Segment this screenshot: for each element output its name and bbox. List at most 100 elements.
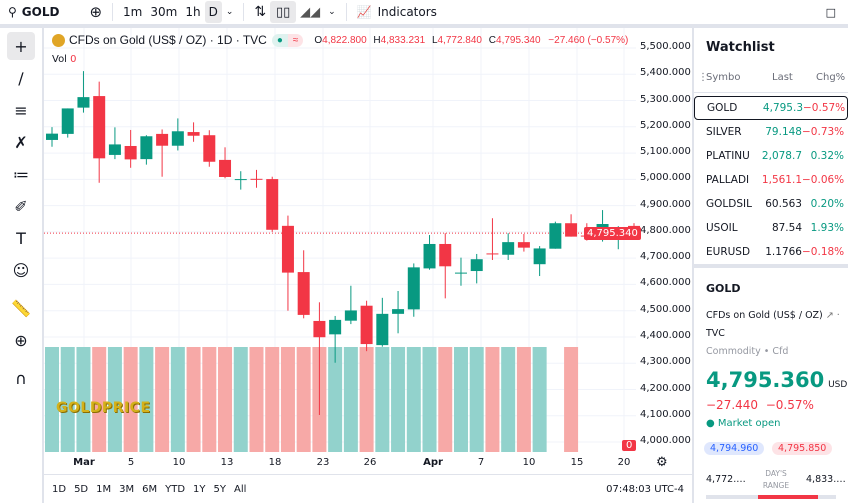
fib-retracement-icon[interactable]: ≡ — [14, 100, 28, 120]
interval-d[interactable]: D — [204, 1, 222, 23]
candle[interactable] — [219, 147, 232, 179]
watchlist-row[interactable]: PALLADI 1,561.1 −0.06% — [694, 168, 848, 192]
candle[interactable] — [266, 176, 279, 232]
candle[interactable] — [392, 290, 405, 334]
emoji-icon[interactable]: ☺ — [12, 260, 30, 280]
col-chg[interactable]: Chg% — [816, 72, 846, 83]
candle[interactable] — [46, 127, 58, 147]
indicators-icon: 📈 — [356, 5, 372, 19]
range-1m[interactable]: 1M — [96, 484, 112, 495]
volume-bar — [45, 347, 59, 452]
candle[interactable] — [502, 233, 515, 260]
drag-handle-icon[interactable]: ⋮ — [698, 72, 708, 83]
magnet-icon[interactable]: ∩ — [15, 368, 27, 388]
candle[interactable] — [234, 171, 247, 190]
area-chart-icon[interactable]: ◢◢ — [300, 4, 321, 20]
watchlist-row[interactable]: EURUSD 1.1766 −0.18% — [694, 240, 848, 264]
candlestick-chart[interactable] — [44, 28, 692, 452]
candle[interactable] — [329, 315, 342, 363]
candle[interactable] — [156, 129, 169, 177]
range-ytd[interactable]: YTD — [165, 484, 186, 495]
gold-logo-icon — [52, 33, 65, 47]
candle[interactable] — [454, 257, 467, 286]
candle[interactable] — [517, 233, 530, 252]
candle[interactable] — [108, 127, 121, 160]
watchlist-row[interactable]: SILVER 79.148 −0.73% — [694, 120, 848, 144]
time-axis[interactable]: ⚙ Mar 5 10 13 18 23 26 Apr 7 10 15 20 — [44, 452, 692, 475]
range-6m[interactable]: 6M — [142, 484, 158, 495]
range-1y[interactable]: 1Y — [193, 484, 206, 495]
ruler-icon[interactable]: 📏 — [11, 298, 31, 318]
volume-bar — [296, 347, 311, 452]
candle[interactable] — [187, 122, 200, 142]
crosshair-icon[interactable]: + — [7, 32, 35, 60]
candle[interactable] — [61, 108, 74, 138]
range-1d[interactable]: 1D — [52, 484, 67, 495]
interval-30m[interactable]: 30m — [150, 5, 178, 19]
candle[interactable] — [313, 302, 326, 415]
zoom-in-icon[interactable]: ⊕ — [14, 330, 28, 350]
current-price-label: 4,795.340 — [584, 227, 641, 240]
candle[interactable] — [486, 218, 499, 260]
chart-pane[interactable]: CFDs on Gold (US$ / OZ) · 1D · TVC ● ≈ O4… — [44, 28, 692, 503]
interval-1m[interactable]: 1m — [123, 5, 143, 19]
range-5d[interactable]: 5D — [74, 484, 89, 495]
market-status-pill[interactable]: ● ≈ — [271, 33, 304, 47]
interval-1h[interactable]: 1h — [185, 5, 201, 19]
candle[interactable] — [250, 169, 263, 188]
candle[interactable] — [140, 135, 153, 165]
forecast-icon[interactable]: ≔ — [13, 164, 29, 184]
watchlist-row[interactable]: GOLDSIL 60.563 0.20% — [694, 192, 848, 216]
candle[interactable] — [77, 71, 90, 113]
detail-currency: USD — [828, 380, 848, 390]
settings-gear-icon[interactable]: ⚙ — [656, 455, 668, 470]
pattern-icon[interactable]: ✗ — [14, 132, 28, 152]
volume-axis-label: 0 — [622, 440, 637, 451]
indicators-label: Indicators — [377, 5, 437, 19]
candle[interactable] — [376, 297, 389, 347]
indicators-button[interactable]: 📈 Indicators — [353, 1, 441, 23]
text-icon[interactable]: T — [16, 228, 26, 248]
candle[interactable] — [281, 215, 294, 311]
bars-icon[interactable]: ⇅ — [254, 4, 267, 20]
candle[interactable] — [360, 300, 373, 352]
candle[interactable] — [171, 118, 184, 151]
candles-icon[interactable]: ▯▯ — [270, 1, 297, 23]
candle[interactable] — [203, 130, 216, 167]
watchlist-row[interactable]: PLATINU 2,078.7 0.32% — [694, 144, 848, 168]
range-all[interactable]: All — [234, 484, 247, 495]
range-3m[interactable]: 3M — [119, 484, 135, 495]
candle-body — [108, 144, 121, 155]
price-axis[interactable] — [636, 28, 692, 452]
candle[interactable] — [470, 253, 483, 284]
candle[interactable] — [423, 235, 436, 270]
time-tick: 13 — [220, 457, 234, 468]
candle[interactable] — [407, 263, 420, 317]
candle[interactable] — [549, 221, 562, 249]
volume-bar — [233, 347, 248, 452]
time-tick: Mar — [73, 457, 95, 468]
candle[interactable] — [344, 285, 357, 325]
watchlist-row[interactable]: GOLD 4,795.3 −0.57% — [694, 96, 848, 120]
brush-icon[interactable]: ✐ — [14, 196, 28, 216]
time-tick: 5 — [127, 457, 135, 468]
range-5y[interactable]: 5Y — [213, 484, 227, 495]
candle[interactable] — [533, 246, 546, 277]
fullscreen-icon[interactable]: □ — [825, 5, 836, 19]
external-link-icon[interactable]: ↗ — [825, 310, 834, 321]
watchlist-row[interactable]: USOIL 87.54 1.93% — [694, 216, 848, 240]
candle[interactable] — [124, 129, 137, 168]
clock[interactable]: 07:48:03 UTC-4 — [606, 484, 684, 495]
chart-type-chevron-icon[interactable]: ⌄ — [328, 7, 336, 17]
candle[interactable] — [297, 250, 310, 319]
interval-dropdown-chevron-icon[interactable]: ⌄ — [225, 7, 234, 17]
candle[interactable] — [93, 81, 106, 183]
col-symbol[interactable]: Symbo — [706, 72, 741, 83]
compare-add-button[interactable]: ⊕ — [89, 3, 103, 21]
volume-bar — [249, 347, 264, 452]
candle[interactable] — [439, 233, 452, 299]
trend-line-icon[interactable]: ∕ — [18, 68, 24, 88]
symbol-search[interactable]: ⚲ GOLD — [4, 1, 63, 23]
candle[interactable] — [565, 214, 578, 237]
col-last[interactable]: Last — [772, 72, 793, 83]
